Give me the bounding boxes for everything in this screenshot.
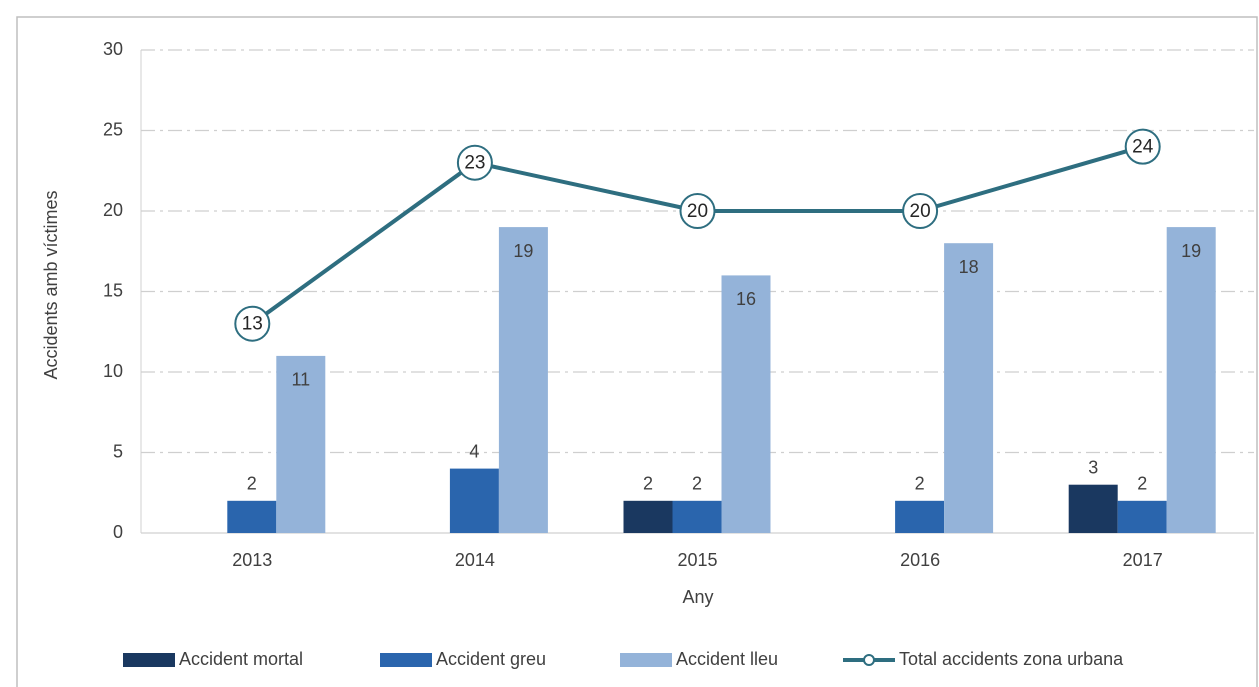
- legend-label: Accident lleu: [676, 649, 778, 669]
- x-axis-title: Any: [682, 587, 713, 607]
- line: [251, 144, 1144, 326]
- data-label: 2: [692, 474, 702, 494]
- data-label: 19: [1181, 241, 1201, 261]
- line-marker: [1124, 128, 1161, 165]
- legend-swatch: [380, 653, 432, 667]
- legend-swatch: [863, 654, 875, 666]
- data-label: 18: [959, 257, 979, 277]
- y-tick-label: 0: [113, 522, 123, 542]
- data-label: 16: [736, 289, 756, 309]
- line-marker: [456, 144, 493, 181]
- data-label: 3: [1088, 457, 1098, 477]
- y-tick-label: 5: [113, 441, 123, 461]
- x-tick-label: 2017: [1123, 550, 1163, 570]
- data-label: 13: [242, 314, 263, 335]
- data-label: 2: [643, 474, 653, 494]
- y-tick-label: 10: [103, 361, 123, 381]
- data-label: 11: [291, 370, 310, 390]
- data-label: 2: [915, 474, 925, 494]
- legend-swatch: [123, 653, 175, 667]
- x-tick-label: 2015: [677, 550, 717, 570]
- bar: [623, 500, 673, 533]
- line-marker: [902, 193, 939, 229]
- data-label: 20: [910, 201, 931, 222]
- legend-label: Accident greu: [436, 649, 546, 669]
- legend-label: Accident mortal: [179, 649, 303, 669]
- line-marker: [234, 305, 271, 342]
- bar: [1166, 227, 1216, 533]
- data-label: 24: [1132, 137, 1154, 158]
- bar: [498, 227, 548, 533]
- line-marker: [679, 193, 716, 229]
- bar: [895, 500, 945, 533]
- x-tick-label: 2014: [455, 550, 495, 570]
- bar: [227, 500, 277, 533]
- bar: [721, 275, 771, 533]
- legend-label: Total accidents zona urbana: [899, 649, 1124, 669]
- y-axis-title: Accidents amb víctimes: [41, 190, 61, 379]
- legend-swatch: [620, 653, 672, 667]
- bar: [1117, 500, 1167, 533]
- y-tick-label: 20: [103, 200, 123, 220]
- bar: [672, 500, 722, 533]
- data-label: 20: [687, 201, 708, 222]
- y-tick-label: 30: [103, 39, 123, 59]
- bar: [449, 468, 499, 533]
- bar: [1068, 484, 1118, 533]
- y-tick-label: 25: [103, 119, 123, 139]
- data-label: 19: [513, 241, 533, 261]
- data-label: 2: [1137, 474, 1147, 494]
- data-label: 23: [464, 153, 485, 174]
- bar: [944, 243, 994, 533]
- x-tick-label: 2013: [232, 550, 272, 570]
- data-label: 2: [247, 474, 257, 494]
- x-tick-label: 2016: [900, 550, 940, 570]
- y-tick-label: 15: [103, 280, 123, 300]
- bar: [276, 355, 326, 533]
- chart-frame: [16, 16, 1258, 687]
- data-label: 4: [469, 441, 479, 461]
